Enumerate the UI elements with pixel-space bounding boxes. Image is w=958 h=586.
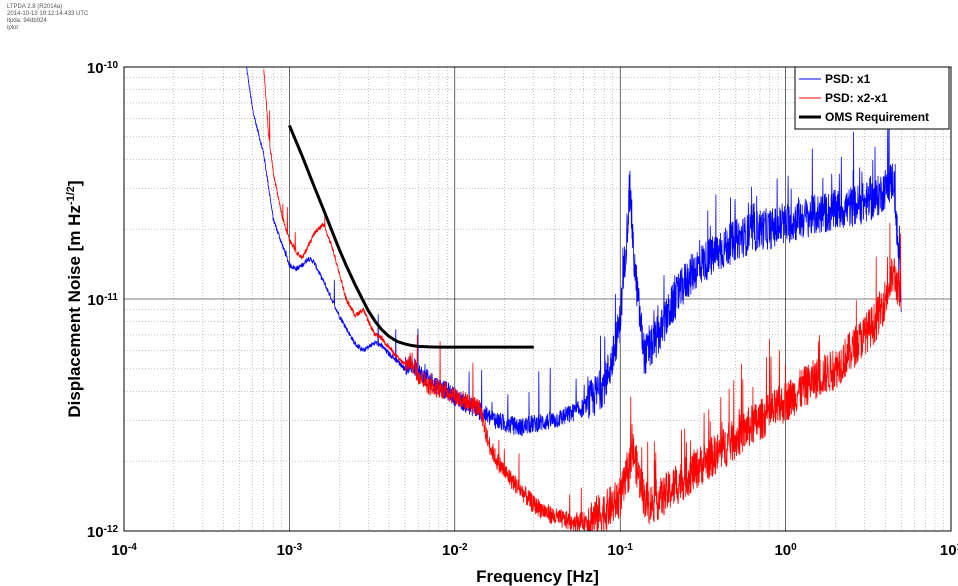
meta-timestamp: 2014-10-13 19:12:14.433 UTC [7,11,89,17]
x-axis-label: Frequency [Hz] [476,567,599,586]
plot-frame [123,66,952,532]
series-line-psd-x1 [246,67,902,437]
tick-labels: 10-4 10-3 10-2 10-1 100 101 10-12 10-11 10-10 [87,60,958,560]
x-tick-label: 10-2 [442,542,468,560]
legend-label-oms-requirement: OMS Requirement [825,110,929,124]
y-axis-label-end: ] [65,180,84,186]
series-layer [246,67,902,531]
grid-lines [123,67,951,532]
plot-metadata: LTPDA 2.8 (R2014a) 2014-10-13 19:12:14.4… [7,4,88,32]
x-tick-label: 10-1 [607,542,633,560]
x-tick-label: 10-3 [277,542,303,560]
meta-ltpda-hash: ltpda: 94db924 [7,18,47,24]
y-axis-label-sup: -1/2 [65,186,77,205]
x-tick-label: 10-4 [111,542,137,560]
y-tick-label: 10-11 [87,292,118,310]
y-tick-label: 10-10 [87,60,119,78]
meta-version: LTPDA 2.8 (R2014a) [7,4,63,10]
legend-label-psd-x1: PSD: x1 [825,72,871,86]
y-axis-label-main: Displacement Noise [m Hz [65,205,84,418]
legend: PSD: x1 PSD: x2-x1 OMS Requirement [794,66,950,130]
meta-plot-fn: iplot [7,25,19,31]
series-line-psd-x2-x1 [263,69,902,531]
x-tick-label: 101 [940,542,958,560]
y-axis-label: Displacement Noise [m Hz-1/2] [65,180,84,417]
x-tick-label: 100 [774,542,797,560]
legend-label-psd-x2-x1: PSD: x2-x1 [825,91,888,105]
series-line-oms-requirement [288,124,534,349]
y-tick-label: 10-12 [87,524,119,542]
